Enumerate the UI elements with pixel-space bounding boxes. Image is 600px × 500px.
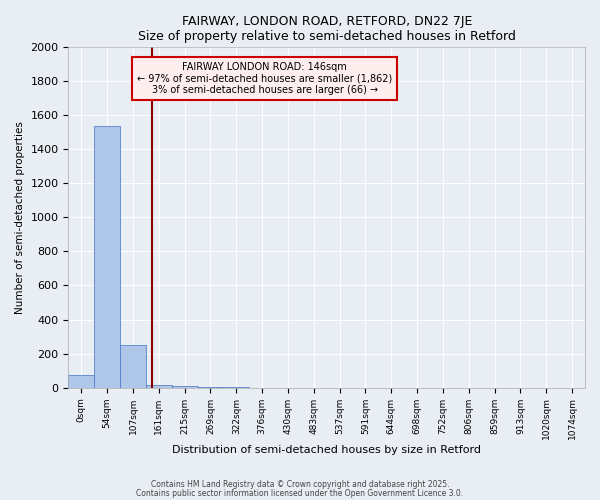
Bar (68, 375, 94, 388)
X-axis label: Distribution of semi-detached houses by size in Retford: Distribution of semi-detached houses by … (172, 445, 481, 455)
Y-axis label: Number of semi-detached properties: Number of semi-detached properties (15, 121, 25, 314)
Text: FAIRWAY LONDON ROAD: 146sqm
← 97% of semi-detached houses are smaller (1,862)
3%: FAIRWAY LONDON ROAD: 146sqm ← 97% of sem… (137, 62, 392, 96)
Bar (120, 344, 146, 388)
Bar (223, 387, 249, 388)
Text: Contains public sector information licensed under the Open Government Licence 3.: Contains public sector information licen… (136, 488, 464, 498)
Bar (197, 387, 223, 388)
Bar (172, 386, 197, 388)
Text: Contains HM Land Registry data © Crown copyright and database right 2025.: Contains HM Land Registry data © Crown c… (151, 480, 449, 489)
Title: FAIRWAY, LONDON ROAD, RETFORD, DN22 7JE
Size of property relative to semi-detach: FAIRWAY, LONDON ROAD, RETFORD, DN22 7JE … (138, 15, 515, 43)
Bar (146, 386, 172, 388)
Bar (94, 126, 120, 388)
